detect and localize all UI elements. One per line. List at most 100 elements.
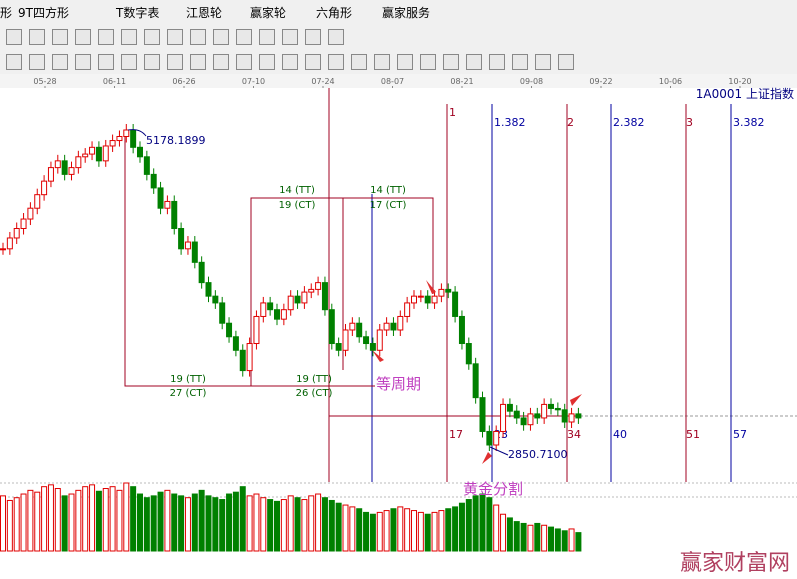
tool-icon[interactable] <box>144 29 160 45</box>
volume-bar <box>260 497 267 552</box>
candle <box>568 413 575 423</box>
tool-icon[interactable] <box>213 29 229 45</box>
tool-icon[interactable] <box>6 29 22 45</box>
date-label: 09-08 <box>520 77 543 86</box>
tool-icon[interactable] <box>305 29 321 45</box>
candle <box>561 409 568 423</box>
watermark: 赢家财富网 <box>680 551 790 576</box>
volume-bar <box>157 491 164 552</box>
arrows <box>372 280 582 464</box>
tool-icon[interactable] <box>236 29 252 45</box>
candle <box>150 173 157 189</box>
candle <box>95 146 102 162</box>
tool-icon[interactable] <box>75 54 91 70</box>
tool-icon[interactable] <box>98 29 114 45</box>
tool-icon[interactable] <box>52 54 68 70</box>
tool-icon[interactable] <box>75 29 91 45</box>
volume-bar <box>150 495 157 552</box>
candle <box>27 207 34 220</box>
tool-icon[interactable] <box>558 54 574 70</box>
low-label: 2850.7100 <box>508 448 568 461</box>
volume-bar <box>178 495 185 552</box>
cycle-label: 17 (CT) <box>370 200 407 211</box>
tool-icon[interactable] <box>443 54 459 70</box>
tool-icon[interactable] <box>6 54 22 70</box>
tool-icon[interactable] <box>351 54 367 70</box>
tool-icon[interactable] <box>282 29 298 45</box>
volume-bar <box>356 508 363 552</box>
candle <box>123 129 130 137</box>
tool-icon[interactable] <box>236 54 252 70</box>
tool-icon[interactable] <box>535 54 551 70</box>
candle <box>301 291 308 304</box>
volume-bar <box>417 511 424 552</box>
tool-icon[interactable] <box>328 54 344 70</box>
candle <box>383 322 390 331</box>
volume-bar <box>287 495 294 552</box>
tool-icon[interactable] <box>98 54 114 70</box>
tool-icon[interactable] <box>282 54 298 70</box>
volume-bar <box>411 510 417 552</box>
volume-bar <box>527 524 534 552</box>
tool-icon[interactable] <box>29 29 45 45</box>
tool-icon[interactable] <box>167 29 183 45</box>
fib-top: 2.382 <box>613 116 645 129</box>
volume-bar <box>143 497 150 552</box>
candle <box>47 167 54 182</box>
candle <box>335 343 342 351</box>
date-axis <box>0 74 797 88</box>
tool-icon[interactable] <box>420 54 436 70</box>
chart: 05-28 06-11 06-26 07-10 07-24 08-07 08-21 09-08… <box>0 74 797 576</box>
date-label: 10-20 <box>728 77 751 86</box>
tool-icon[interactable] <box>466 54 482 70</box>
menu-item[interactable]: 赢家轮 <box>250 6 287 20</box>
cycle-label: 14 (TT) <box>279 185 315 196</box>
volume-bar <box>486 497 493 552</box>
menu-item[interactable]: 9T四方形 <box>18 6 69 20</box>
volume-bar <box>554 528 561 552</box>
volume-bar <box>465 499 472 552</box>
volume-bar <box>130 486 137 552</box>
candle <box>431 295 438 304</box>
date-label: 08-21 <box>450 77 473 86</box>
candle <box>417 295 424 298</box>
volume-bar <box>424 513 431 552</box>
tool-icon[interactable] <box>121 29 137 45</box>
tool-icon[interactable] <box>512 54 528 70</box>
tool-icon[interactable] <box>259 54 275 70</box>
menu-item[interactable]: 六角形 <box>316 6 353 20</box>
volume-bar <box>68 493 75 552</box>
menu-item[interactable]: 形 <box>0 6 13 20</box>
tool-icon[interactable] <box>328 29 344 45</box>
candle <box>226 322 233 338</box>
tool-icon[interactable] <box>374 54 390 70</box>
candle <box>0 248 6 251</box>
tool-icon[interactable] <box>397 54 413 70</box>
tool-icon[interactable] <box>52 29 68 45</box>
menu-item[interactable]: 赢家服务 <box>382 6 431 20</box>
candle <box>34 194 41 209</box>
tool-icon[interactable] <box>29 54 45 70</box>
tool-icon[interactable] <box>213 54 229 70</box>
volume-bar <box>541 524 548 552</box>
candle <box>102 145 109 162</box>
candle <box>527 413 534 426</box>
tool-icon[interactable] <box>190 54 206 70</box>
tool-icon[interactable] <box>259 29 275 45</box>
tool-icon[interactable] <box>121 54 137 70</box>
volume-bar <box>34 491 41 552</box>
tool-icon[interactable] <box>190 29 206 45</box>
candle <box>205 282 212 297</box>
date-label: 07-24 <box>311 77 334 86</box>
volume-bar <box>95 490 102 552</box>
fib-bottom: 34 <box>567 428 581 441</box>
tool-icon[interactable] <box>489 54 505 70</box>
tool-icon[interactable] <box>167 54 183 70</box>
tool-icon[interactable] <box>305 54 321 70</box>
menu-item[interactable]: 江恩轮 <box>186 6 223 20</box>
tool-icon[interactable] <box>144 54 160 70</box>
menu-item[interactable]: T数字表 <box>116 6 160 20</box>
tool-bar <box>0 24 797 75</box>
volume-bar <box>452 506 459 552</box>
